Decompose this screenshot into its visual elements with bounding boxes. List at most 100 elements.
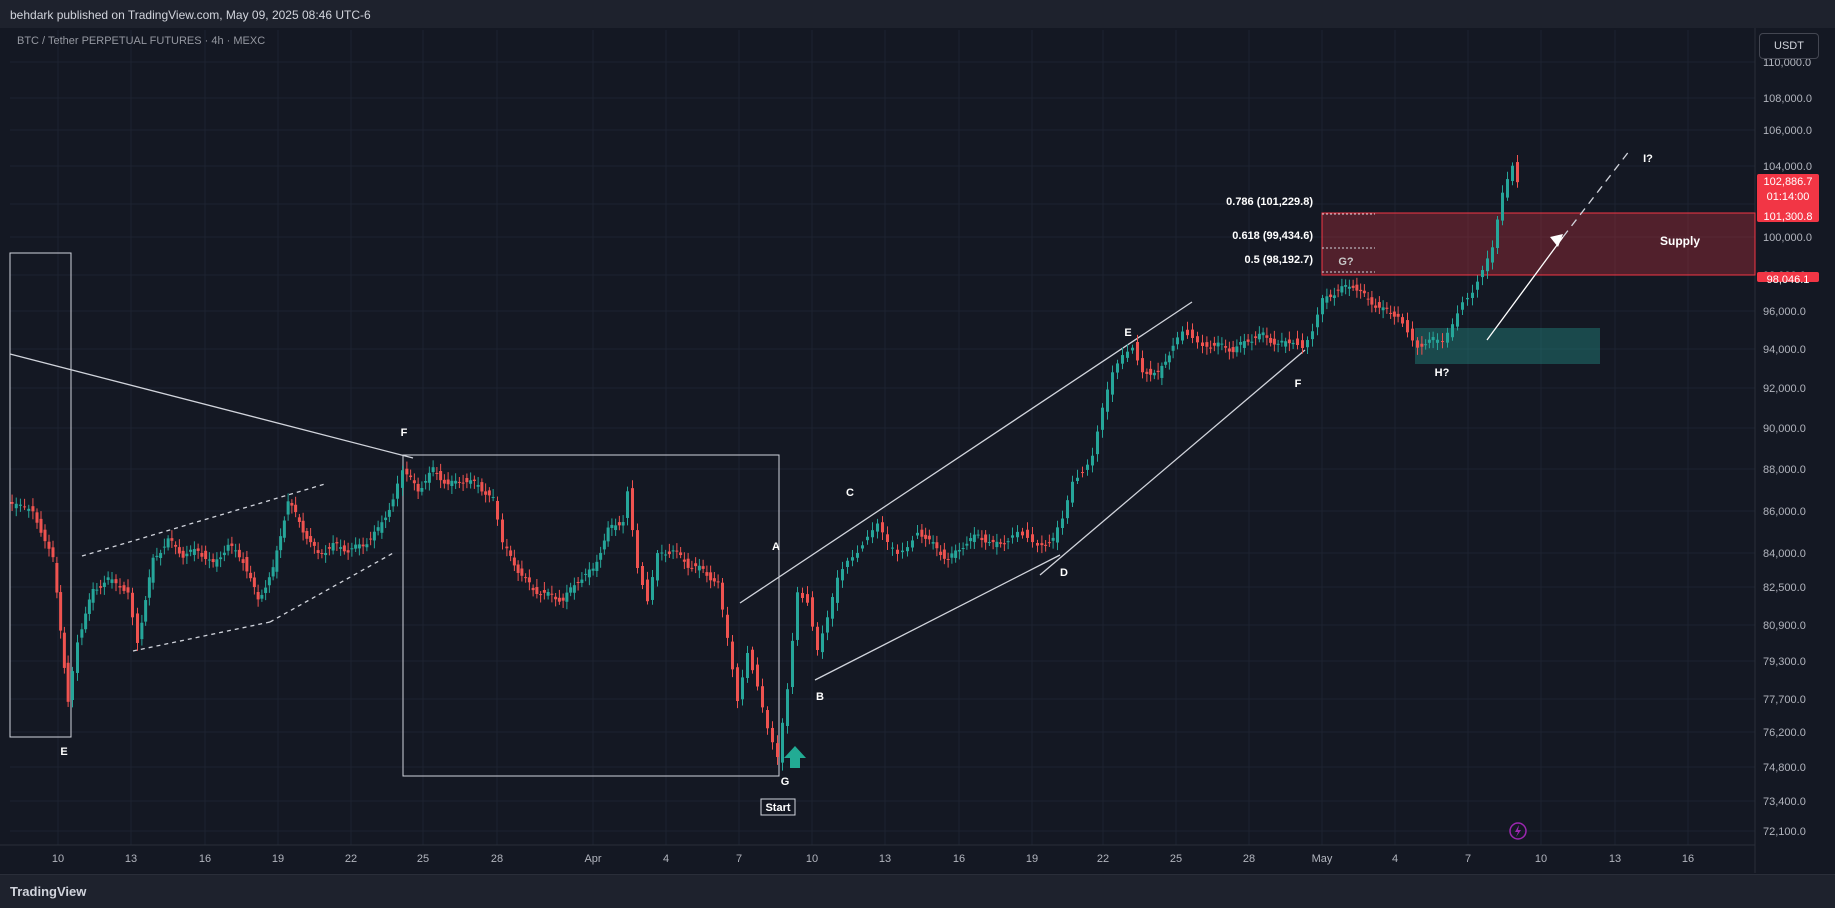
candle-body	[524, 577, 528, 579]
candle-body	[766, 710, 769, 729]
candle-body	[1040, 543, 1044, 546]
candle-body	[697, 565, 701, 571]
candle-body	[946, 558, 950, 560]
candle-body	[580, 579, 584, 583]
candle-body	[1431, 337, 1435, 341]
candle-body	[535, 587, 539, 595]
candle-body	[679, 552, 683, 556]
candle-body	[1344, 285, 1348, 287]
candle-body	[204, 550, 208, 560]
candle-body	[196, 548, 200, 551]
candle-body	[501, 519, 504, 543]
candle-body	[1332, 295, 1336, 298]
candle-body	[896, 549, 899, 554]
candle-body	[856, 552, 859, 558]
candle-body	[416, 483, 420, 492]
candle-body	[461, 482, 465, 484]
candle-body	[151, 557, 155, 583]
x-tick-label: 10	[806, 853, 818, 865]
candle-body	[454, 480, 458, 484]
wave-label: G?	[1338, 256, 1354, 268]
y-tick-label: 82,500.0	[1763, 582, 1806, 594]
x-tick-label: 25	[417, 853, 429, 865]
price-tag-label: 102,886.7	[1764, 176, 1813, 188]
candle-body	[144, 600, 148, 622]
candle-body	[331, 543, 335, 551]
candle-body	[1216, 342, 1220, 347]
tradingview-logo[interactable]: TradingView	[10, 884, 86, 899]
symbol-label: BTC / Tether PERPETUAL FUTURES · 4h · ME…	[17, 35, 266, 47]
candle-body	[791, 640, 794, 688]
candle-body	[192, 549, 196, 555]
candle-body	[591, 568, 595, 571]
candle-body	[821, 633, 824, 653]
x-tick-label: 13	[125, 853, 137, 865]
candle-body	[66, 662, 70, 702]
candle-body	[1091, 455, 1094, 466]
candle-body	[1374, 305, 1378, 308]
wave-label: C	[846, 487, 854, 499]
price-tag-label: 98,046.1	[1767, 274, 1810, 286]
candle-body	[1476, 281, 1479, 290]
y-tick-label: 110,000.0	[1763, 57, 1811, 69]
candle-body	[726, 614, 729, 638]
y-tick-label: 108,000.0	[1763, 93, 1812, 105]
candle-body	[641, 565, 644, 586]
candle-body	[219, 557, 223, 560]
candle-body	[916, 532, 919, 536]
trendline	[739, 301, 1193, 604]
candle-body	[686, 558, 690, 568]
candle-body	[709, 572, 713, 581]
candle-body	[1152, 372, 1156, 376]
candle-body	[701, 566, 705, 569]
candle-body	[1061, 518, 1064, 528]
candle-body	[442, 479, 446, 484]
candle-body	[480, 482, 484, 492]
candle-body	[1227, 348, 1231, 352]
candle-body	[409, 475, 413, 478]
candle-body	[927, 535, 931, 540]
candle-body	[546, 592, 550, 596]
candle-body	[716, 581, 720, 583]
candle-body	[1466, 297, 1469, 300]
candle-body	[465, 477, 469, 483]
candle-body	[126, 587, 130, 593]
wave-label: F	[401, 427, 408, 439]
candle-body	[294, 504, 298, 513]
candle-body	[1176, 337, 1179, 345]
candle-body	[312, 541, 316, 546]
y-tick-label: 80,900.0	[1763, 620, 1806, 632]
x-tick-label: 13	[1609, 853, 1621, 865]
candle-body	[476, 484, 480, 487]
candle-body	[405, 468, 409, 475]
candle-body	[286, 501, 290, 515]
x-tick-label: 22	[345, 853, 357, 865]
currency-selector[interactable]: USDT	[1759, 33, 1819, 59]
candle-body	[230, 543, 234, 546]
candle-body	[969, 538, 973, 542]
candle-body	[831, 597, 834, 619]
trendline	[9, 353, 414, 459]
candle-body	[427, 472, 431, 483]
supply-zone	[1321, 212, 1756, 276]
x-tick-label: 4	[1392, 853, 1398, 865]
candle-body	[906, 547, 909, 552]
candle-body	[836, 577, 839, 603]
candle-body	[59, 592, 63, 631]
candle-body	[991, 539, 995, 543]
candle-body	[1265, 335, 1269, 338]
x-tick-label: 19	[272, 853, 284, 865]
candle-body	[62, 632, 66, 668]
candle-body	[1276, 343, 1280, 345]
candle-body	[1420, 343, 1424, 347]
candle-body	[531, 587, 535, 591]
fib-label: 0.5 (98,192.7)	[1245, 254, 1314, 266]
candle-body	[761, 686, 764, 708]
candle-body	[1056, 527, 1059, 543]
candle-body	[491, 497, 495, 499]
candle-body	[1011, 535, 1014, 538]
projection-arrowhead	[1550, 234, 1563, 247]
candle-body	[987, 542, 991, 544]
candle-body	[1235, 346, 1239, 353]
